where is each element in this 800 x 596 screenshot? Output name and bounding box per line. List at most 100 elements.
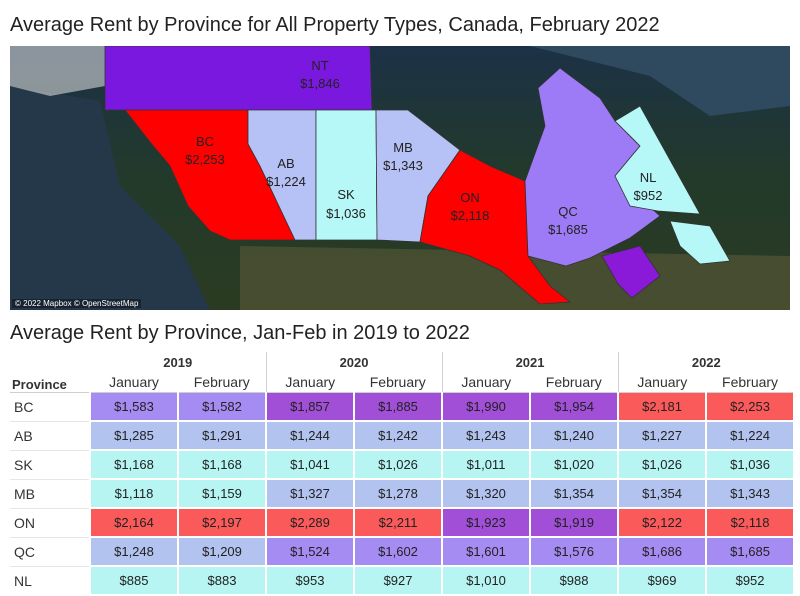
table-title: Average Rent by Province, Jan-Feb in 201… — [10, 322, 470, 344]
label-nl-value: $952 — [634, 188, 663, 203]
rent-cell: $1,285 — [89, 420, 179, 451]
rent-cell: $1,168 — [176, 449, 268, 480]
row-province-label: BC — [10, 392, 90, 421]
map-attribution[interactable]: © 2022 Mapbox © OpenStreetMap — [12, 299, 142, 308]
rent-cell: $1,278 — [353, 478, 444, 509]
rent-cell: $1,240 — [529, 420, 620, 451]
rent-cell: $1,686 — [617, 536, 708, 567]
rent-cell: $1,209 — [176, 536, 268, 567]
month-header: January — [90, 372, 178, 393]
rent-table-body: BC $1,583 $1,582 $1,857 $1,885 $1,990 $1,954 $2… — [10, 392, 796, 596]
month-header: February — [178, 372, 267, 393]
label-sk-code: SK — [337, 187, 355, 202]
rent-cell: $1,243 — [441, 420, 532, 451]
rent-cell: $2,253 — [705, 392, 796, 422]
month-header: January — [265, 372, 355, 393]
rent-cell: $1,320 — [441, 478, 532, 509]
table-row: AB $1,285 $1,291 $1,244 $1,242 $1,243 $1,240 $1… — [10, 420, 796, 451]
year-header-row: 2019 2020 2021 2022 — [10, 352, 795, 372]
province-map[interactable]: NT $1,846 BC $2,253 AB $1,224 SK $1,036 … — [10, 46, 790, 310]
rent-cell: $1,244 — [265, 420, 356, 451]
rent-cell: $1,857 — [265, 392, 356, 422]
rent-cell: $2,164 — [89, 507, 179, 538]
month-header: January — [617, 372, 707, 393]
rent-cell: $1,919 — [529, 507, 620, 538]
rent-cell: $2,289 — [265, 507, 356, 538]
rent-cell: $2,181 — [617, 392, 708, 422]
rent-cell: $1,242 — [353, 420, 444, 451]
table-row: QC $1,248 $1,209 $1,524 $1,602 $1,601 $1,576 $1… — [10, 536, 796, 567]
province-on[interactable] — [419, 149, 572, 305]
rent-table: 2019 2020 2021 2022 Province January Feb… — [10, 352, 796, 596]
row-province-label: QC — [10, 536, 90, 566]
rent-cell: $2,118 — [705, 507, 796, 538]
rent-cell: $1,291 — [176, 420, 268, 451]
rent-cell: $1,576 — [529, 536, 620, 567]
rent-cell: $2,122 — [617, 507, 708, 538]
label-bc-value: $2,253 — [185, 152, 225, 167]
map-canvas[interactable]: NT $1,846 BC $2,253 AB $1,224 SK $1,036 … — [10, 46, 790, 310]
row-province-label: MB — [10, 478, 90, 508]
rent-cell: $1,582 — [176, 392, 268, 422]
rent-cell: $1,168 — [89, 449, 179, 480]
rent-cell: $1,041 — [265, 449, 356, 480]
rent-cell: $1,602 — [353, 536, 444, 567]
rent-cell: $1,885 — [353, 392, 444, 422]
rent-cell: $1,954 — [529, 392, 620, 422]
glacier-area — [10, 46, 105, 96]
rent-cell: $1,224 — [705, 420, 796, 451]
label-on-value: $2,118 — [451, 208, 490, 223]
rent-cell: $1,524 — [265, 536, 356, 567]
label-mb-value: $1,343 — [383, 158, 423, 173]
rent-cell: $1,026 — [353, 449, 444, 480]
header-spacer — [10, 352, 90, 372]
rent-cell: $1,354 — [529, 478, 620, 509]
year-header: 2019 — [163, 354, 193, 370]
map-title: Average Rent by Province for All Propert… — [10, 14, 660, 36]
rent-cell: $1,923 — [441, 507, 532, 538]
month-header: February — [530, 372, 619, 393]
rent-cell: $2,211 — [353, 507, 444, 538]
month-header: February — [706, 372, 795, 393]
rent-cell: $1,011 — [441, 449, 532, 480]
rent-cell: $1,020 — [529, 449, 620, 480]
label-nt-value: $1,846 — [300, 76, 340, 91]
label-mb-code: MB — [393, 140, 413, 155]
year-header: 2020 — [265, 352, 443, 372]
arctic-water — [530, 46, 790, 116]
label-bc-code: BC — [196, 134, 214, 149]
rent-cell: $1,354 — [617, 478, 708, 509]
rent-cell: $1,118 — [89, 478, 179, 509]
rent-cell: $1,583 — [89, 392, 179, 422]
label-ab-code: AB — [277, 156, 294, 171]
label-qc-value: $1,685 — [548, 222, 588, 237]
rent-cell: $1,327 — [265, 478, 356, 509]
year-header: 2021 — [441, 352, 619, 372]
rent-cell: $2,197 — [176, 507, 268, 538]
year-header: 2022 — [617, 352, 795, 372]
row-province-label: AB — [10, 420, 90, 450]
maritimes-region — [601, 245, 661, 299]
rent-cell: $1,026 — [617, 449, 708, 480]
province-column-header: Province — [10, 372, 90, 393]
province-nl[interactable] — [614, 105, 731, 265]
rent-cell: $1,990 — [441, 392, 532, 422]
table-row: SK $1,168 $1,168 $1,041 $1,026 $1,011 $1,020 $1… — [10, 449, 796, 480]
rent-cell: $1,036 — [705, 449, 796, 480]
ocean-area — [10, 86, 210, 310]
rent-cell: $1,159 — [176, 478, 268, 509]
row-province-label: SK — [10, 449, 90, 479]
month-header: February — [354, 372, 443, 393]
label-qc-code: QC — [558, 204, 578, 219]
label-sk-value: $1,036 — [326, 206, 366, 221]
rent-cell: $1,227 — [617, 420, 708, 451]
rent-cell: $1,601 — [441, 536, 532, 567]
rent-cell: $1,248 — [89, 536, 179, 567]
label-nl-code: NL — [640, 170, 657, 185]
rent-cell: $1,343 — [705, 478, 796, 509]
table-row: MB $1,118 $1,159 $1,327 $1,278 $1,320 $1,354 $1… — [10, 478, 796, 509]
rent-cell: $1,685 — [705, 536, 796, 567]
table-row: BC $1,583 $1,582 $1,857 $1,885 $1,990 $1,954 $2… — [10, 392, 796, 422]
row-province-label: ON — [10, 507, 90, 537]
label-ab-value: $1,224 — [266, 174, 306, 189]
